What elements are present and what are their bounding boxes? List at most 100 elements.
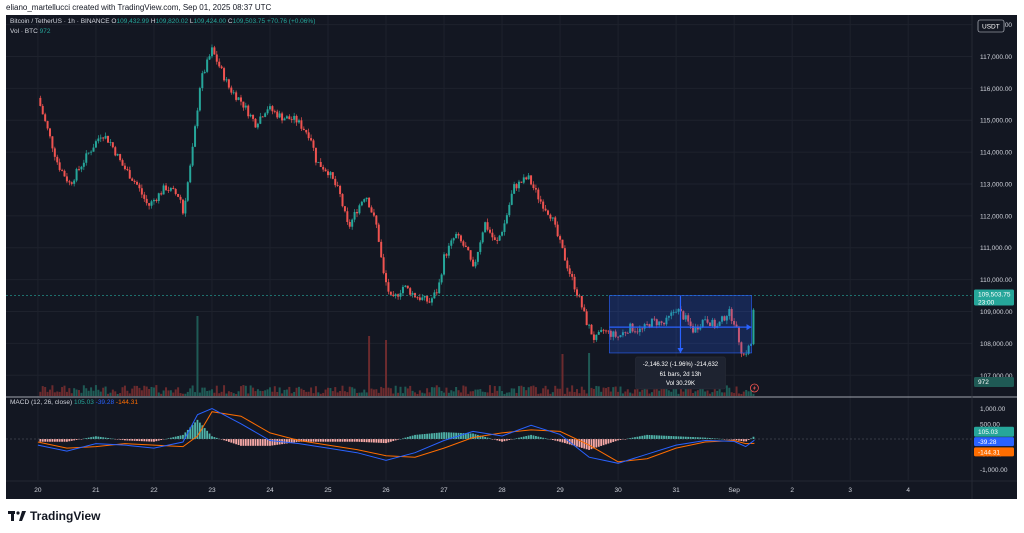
volume-bar: [109, 392, 112, 396]
candle-body: [181, 199, 184, 214]
chart-credit: eliano_martellucci created with TradingV…: [6, 3, 272, 12]
volume-label[interactable]: Vol · BTC: [10, 28, 38, 35]
macd-histogram-bar: [426, 433, 429, 439]
candle-body: [273, 111, 276, 113]
volume-bar: [206, 390, 209, 396]
volume-bar: [213, 392, 216, 396]
candle-body: [162, 185, 165, 195]
macd-histogram-bar: [290, 439, 293, 443]
macd-histogram-bar: [641, 435, 644, 439]
candle-body: [360, 201, 363, 206]
candle-body: [590, 324, 593, 335]
volume-bar: [157, 392, 160, 396]
candle-body: [733, 321, 736, 325]
candle-body: [102, 137, 105, 139]
candle-body: [578, 295, 581, 297]
chart-canvas[interactable]: -2,146.32 (-1.96%) -214,632 61 bars, 2d 1…: [6, 15, 1017, 499]
macd-histogram-bar: [677, 436, 680, 439]
volume-bar: [605, 388, 608, 396]
volume-bar: [491, 392, 494, 396]
candle-body: [445, 254, 448, 256]
candle-body: [126, 169, 129, 171]
price-tick-label: 111,000.00: [980, 245, 1012, 252]
macd-histogram-bar: [742, 439, 745, 442]
macd-histogram-bar: [230, 439, 233, 443]
macd-histogram-bar: [286, 439, 288, 444]
macd-histogram-bar: [515, 438, 518, 439]
macd-histogram-bar: [602, 439, 605, 446]
currency-badge[interactable]: USDT: [977, 19, 1005, 33]
volume-bar: [397, 392, 400, 396]
range-arrow-head: [746, 324, 752, 331]
volume-bar: [653, 389, 656, 396]
macd-histogram-bar: [56, 439, 59, 442]
macd-histogram-bar: [505, 439, 508, 441]
macd-histogram-bar: [392, 439, 395, 442]
volume-bar: [261, 391, 264, 396]
volume-bar: [39, 391, 42, 396]
candle-body: [70, 182, 73, 184]
candle-body: [728, 309, 731, 317]
candle-body: [428, 301, 431, 303]
macd-histogram-bar: [416, 434, 419, 439]
volume-bar: [472, 391, 475, 396]
volume-bar: [670, 391, 673, 396]
volume-bar: [462, 385, 465, 396]
macd-histogram-bar: [455, 432, 458, 439]
macd-histogram-bar: [486, 437, 489, 439]
volume-badge[interactable]: 972: [974, 377, 1014, 387]
macd-label[interactable]: MACD (12, 26, close): [10, 399, 73, 406]
macd-histogram-bar: [324, 439, 327, 442]
candle-body: [107, 135, 110, 143]
volume-bar: [160, 393, 163, 396]
volume-bar: [399, 386, 402, 396]
volume-bar: [677, 393, 680, 396]
volume-bar: [312, 393, 315, 396]
lightning-icon[interactable]: [750, 383, 759, 393]
candle-body: [68, 181, 71, 183]
volume-bar: [687, 389, 690, 396]
candle-body: [481, 232, 484, 243]
macd-histogram-bar: [387, 439, 390, 443]
volume-bar: [377, 392, 380, 396]
macd-histogram-bar: [116, 439, 119, 440]
candle-body: [82, 162, 85, 167]
volume-bar: [537, 393, 540, 396]
candle-body: [317, 161, 320, 163]
candle-body: [104, 135, 107, 139]
macd-line-badge[interactable]: -39.28: [974, 437, 1014, 447]
macd-histogram-bar: [406, 436, 409, 439]
macd-histogram-bar: [87, 437, 90, 439]
candle-body: [561, 239, 564, 249]
volume-bar: [169, 390, 172, 396]
candle-body: [252, 114, 255, 119]
macd-histogram-bar: [346, 439, 349, 442]
volume-bar: [327, 387, 329, 396]
candle-body: [430, 298, 433, 303]
macd-signal-badge[interactable]: -144.31: [974, 447, 1014, 457]
candle-body: [493, 237, 496, 241]
chart-frame[interactable]: -2,146.32 (-1.96%) -214,632 61 bars, 2d 1…: [6, 15, 1017, 499]
symbol-label[interactable]: Bitcoin / TetherUS · 1h · BINANCE: [10, 18, 110, 25]
candle-body: [455, 233, 458, 239]
macd-histogram-bar: [121, 439, 124, 441]
candle-body: [249, 114, 252, 117]
macd-histogram-bar: [583, 439, 586, 449]
volume-bar: [421, 392, 424, 396]
candle-body: [75, 169, 78, 181]
volume-bar: [679, 388, 682, 396]
macd-hist-badge[interactable]: 105.03: [974, 426, 1014, 437]
macd-histogram-bar: [201, 425, 204, 439]
volume-bar: [568, 391, 571, 396]
volume-bar: [372, 389, 375, 396]
volume-bar: [530, 386, 533, 396]
volume-bar: [351, 387, 354, 396]
volume-bar: [457, 390, 460, 396]
macd-histogram-bar: [556, 439, 559, 442]
candle-body: [713, 319, 716, 328]
macd-histogram-bar: [382, 439, 385, 443]
macd-histogram-bar: [571, 439, 574, 446]
candle-body: [39, 97, 42, 106]
macd-histogram-bar: [607, 439, 610, 444]
